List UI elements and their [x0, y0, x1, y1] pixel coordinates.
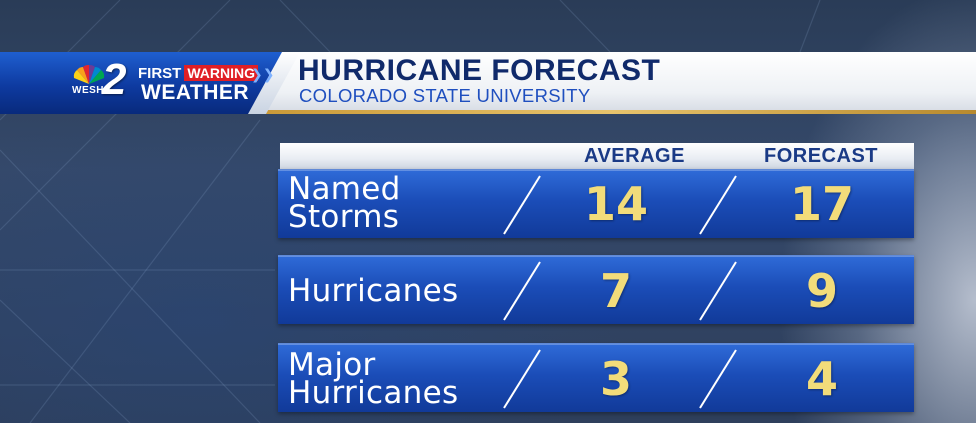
channel-number: 2	[102, 55, 127, 104]
page-subtitle: COLORADO STATE UNIVERSITY	[299, 85, 591, 106]
row-label-line: Named	[288, 171, 401, 207]
table-row: Named Storms 14 17	[278, 169, 914, 238]
divider-slashes	[503, 261, 737, 321]
forecast-value: 9	[805, 264, 838, 318]
row-label: Hurricanes	[288, 273, 459, 309]
column-header-forecast: FORECAST	[764, 145, 878, 167]
table-header-bar	[280, 143, 914, 169]
title-panel	[250, 52, 976, 110]
row-label-line: Hurricanes	[288, 375, 459, 411]
station-call-letters: WESH	[72, 85, 104, 96]
row-label-line: Major	[288, 347, 376, 383]
row-label-line: Storms	[288, 199, 400, 235]
forecast-value: 4	[805, 352, 838, 406]
row-label: Major Hurricanes	[288, 347, 459, 411]
row-label: Named Storms	[288, 171, 401, 235]
average-value: 3	[599, 352, 632, 406]
brand-weather: WEATHER	[141, 81, 250, 104]
average-value: 14	[583, 177, 648, 231]
divider-slashes	[503, 349, 737, 409]
header-banner: WESH 2 FIRST WARNING ❯❯ WEATHER HURRICANE…	[0, 52, 976, 114]
average-value: 7	[599, 264, 632, 318]
brand-first-warning: FIRST WARNING	[138, 65, 259, 82]
station-logo: WESH 2	[72, 58, 134, 104]
page-title: HURRICANE FORECAST	[298, 54, 661, 87]
gold-underline	[250, 110, 976, 114]
column-header-average: AVERAGE	[584, 145, 685, 167]
table-row: Hurricanes 7 9	[278, 255, 914, 324]
chevron-right-icon: ❯❯	[251, 66, 275, 82]
peacock-icon	[73, 64, 105, 84]
row-label-line: Hurricanes	[288, 273, 459, 309]
brand-first: FIRST	[138, 65, 182, 82]
brand-warning-badge: WARNING	[184, 65, 259, 81]
forecast-value: 17	[789, 177, 854, 231]
divider-slashes	[503, 175, 737, 235]
table-row: Major Hurricanes 3 4	[278, 343, 914, 412]
brand-panel	[0, 52, 290, 114]
